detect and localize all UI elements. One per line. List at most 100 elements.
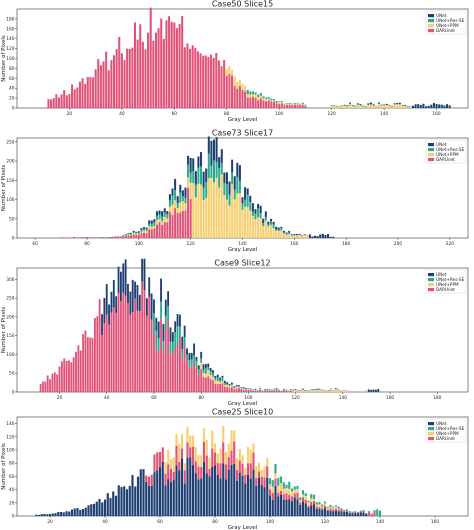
bar-segment xyxy=(212,376,214,381)
bar-segment xyxy=(249,94,252,98)
bar-segment xyxy=(251,216,254,238)
bar-segment xyxy=(271,493,274,500)
bar-segment xyxy=(181,349,184,358)
bar-segment xyxy=(59,511,63,516)
bar-segment xyxy=(289,390,292,391)
bar-segment xyxy=(84,330,87,392)
bar-segment xyxy=(173,22,176,108)
bar-segment xyxy=(290,496,294,502)
bar-segment xyxy=(197,369,200,375)
bar-segment xyxy=(130,234,133,236)
bar-segment xyxy=(273,389,276,391)
bar-segment xyxy=(153,472,156,516)
bar-segment xyxy=(78,81,81,108)
bar-segment xyxy=(191,435,195,447)
bar-segment xyxy=(105,51,108,108)
bar-segment xyxy=(330,105,333,108)
bar-segment xyxy=(372,389,375,392)
bar-segment xyxy=(171,353,174,392)
bar-segment xyxy=(221,381,224,384)
bar-segment xyxy=(341,106,344,108)
bar-segment xyxy=(308,234,311,238)
bar-segment xyxy=(155,348,158,392)
bar-segment xyxy=(216,463,219,475)
bar-segment xyxy=(160,18,163,108)
bar-segment xyxy=(304,499,307,504)
bar-segment xyxy=(323,501,327,504)
bar-segment xyxy=(273,389,276,390)
bar-segment xyxy=(212,182,215,238)
bar-segment xyxy=(112,491,115,516)
bar-segment xyxy=(271,390,273,392)
bar-segment xyxy=(112,55,116,108)
bar-segment xyxy=(118,36,121,109)
legend-entry: UNet+Res-SE xyxy=(436,147,465,152)
bar-segment xyxy=(266,458,269,467)
bar-segment xyxy=(40,514,43,516)
bar-segment xyxy=(194,197,197,238)
bar-segment xyxy=(233,199,236,238)
bar-segment xyxy=(267,224,270,227)
bar-segment xyxy=(264,216,267,221)
bar-segment xyxy=(304,493,307,497)
bar-segment xyxy=(164,331,167,392)
bar-segment xyxy=(257,471,261,478)
bar-segment xyxy=(46,514,49,516)
bar-segment xyxy=(108,324,111,392)
bar-segment xyxy=(238,385,240,387)
bar-segment xyxy=(251,211,254,217)
bar-segment xyxy=(343,511,346,516)
bar-segment xyxy=(210,140,213,166)
bar-segment xyxy=(220,66,223,108)
bar-segment xyxy=(241,455,244,464)
bar-segment xyxy=(359,512,362,516)
bar-segment xyxy=(296,492,299,500)
bar-segment xyxy=(338,106,341,108)
bar-segment xyxy=(446,104,449,108)
bar-segment xyxy=(222,463,225,516)
bar-segment xyxy=(396,103,399,105)
bar-segment xyxy=(205,182,208,198)
bar-segment xyxy=(290,501,294,516)
bar-segment xyxy=(251,96,255,108)
x-tick-label: 40 xyxy=(104,395,110,401)
bar-segment xyxy=(158,210,161,215)
x-tick-label: 80 xyxy=(198,395,204,401)
x-tick-label: 100 xyxy=(244,395,252,401)
x-axis-label: Gray Level xyxy=(228,525,258,530)
bar-segment xyxy=(272,100,275,102)
bar-segment xyxy=(301,497,305,502)
x-tick-label: 120 xyxy=(292,395,300,401)
bar-segment xyxy=(186,348,188,355)
y-tick-label: 180 xyxy=(6,16,14,22)
bar-segment xyxy=(307,507,310,516)
bar-segment xyxy=(236,88,239,108)
bar-segment xyxy=(238,387,240,392)
bar-segment xyxy=(171,341,174,354)
bar-segment xyxy=(259,389,262,391)
bar-segment xyxy=(183,463,186,471)
bar-segment xyxy=(260,476,263,486)
bar-segment xyxy=(148,220,151,224)
bar-segment xyxy=(380,105,383,108)
bar-segment xyxy=(223,182,226,196)
bar-segment xyxy=(259,98,262,108)
bar-segment xyxy=(70,362,73,392)
bar-segment xyxy=(310,494,313,499)
bar-segment xyxy=(191,446,195,466)
bar-segment xyxy=(145,229,148,231)
bar-segment xyxy=(212,380,214,392)
bar-segment xyxy=(209,371,212,376)
bar-segment xyxy=(334,388,337,392)
bar-segment xyxy=(282,488,285,495)
y-axis-label: Number of Pixels xyxy=(1,443,7,490)
bar-segment xyxy=(348,103,352,105)
bar-segment xyxy=(230,450,233,465)
bar-segment xyxy=(307,505,310,508)
bar-segment xyxy=(285,484,288,489)
bar-segment xyxy=(304,104,307,106)
bar-segment xyxy=(332,506,335,508)
bar-segment xyxy=(267,100,270,108)
